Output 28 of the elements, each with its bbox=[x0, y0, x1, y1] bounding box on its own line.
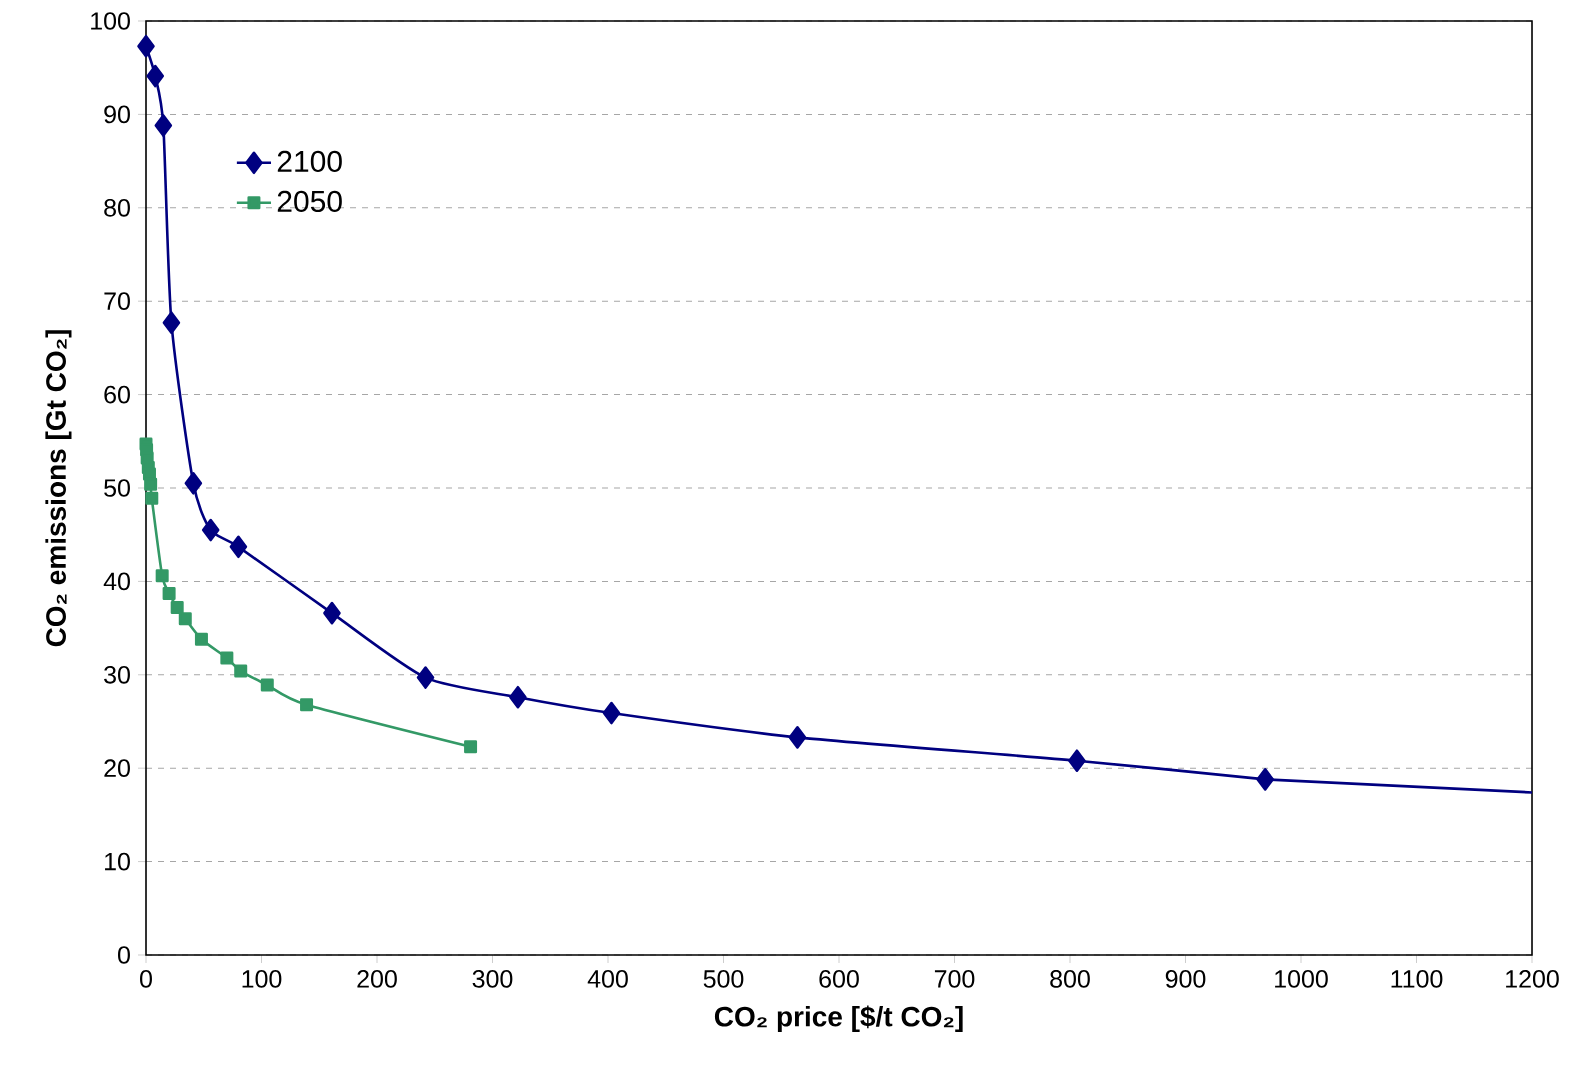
x-tick-label: 900 bbox=[1165, 970, 1206, 988]
y-tick-label: 90 bbox=[104, 105, 130, 124]
x-tick-label: 1000 bbox=[1275, 970, 1328, 988]
y-tick-label: 100 bbox=[91, 12, 130, 30]
x-tick-label: 200 bbox=[357, 970, 397, 988]
x-tick-label: 1100 bbox=[1391, 970, 1443, 988]
x-tick-label: 0 bbox=[140, 970, 152, 988]
x-tick-label: 600 bbox=[819, 970, 859, 988]
y-tick-label: 10 bbox=[105, 852, 130, 871]
x-tick-label: 100 bbox=[242, 970, 282, 988]
y-tick-label: 40 bbox=[103, 572, 130, 591]
x-tick-label: 700 bbox=[934, 970, 975, 988]
x-axis-title: CO₂ price [$/t CO₂] bbox=[714, 1005, 963, 1033]
legend-label: 2050 bbox=[277, 190, 342, 212]
y-tick-label: 80 bbox=[104, 198, 130, 217]
y-tick-label: 70 bbox=[104, 292, 130, 311]
y-tick-label: 20 bbox=[104, 759, 130, 778]
y-tick-label: 50 bbox=[104, 479, 130, 497]
y-tick-label: 0 bbox=[118, 946, 130, 964]
x-tick-label: 400 bbox=[587, 970, 628, 988]
y-tick-label: 30 bbox=[104, 665, 130, 684]
legend-label: 2100 bbox=[277, 150, 342, 173]
x-tick-label: 300 bbox=[472, 970, 513, 988]
x-tick-label: 1200 bbox=[1506, 970, 1559, 988]
y-tick-label: 60 bbox=[104, 385, 130, 404]
x-tick-label: 500 bbox=[703, 970, 744, 988]
x-tick-label: 800 bbox=[1050, 970, 1090, 988]
y-axis-title: CO₂ emissions [Gt CO₂] bbox=[45, 330, 72, 647]
